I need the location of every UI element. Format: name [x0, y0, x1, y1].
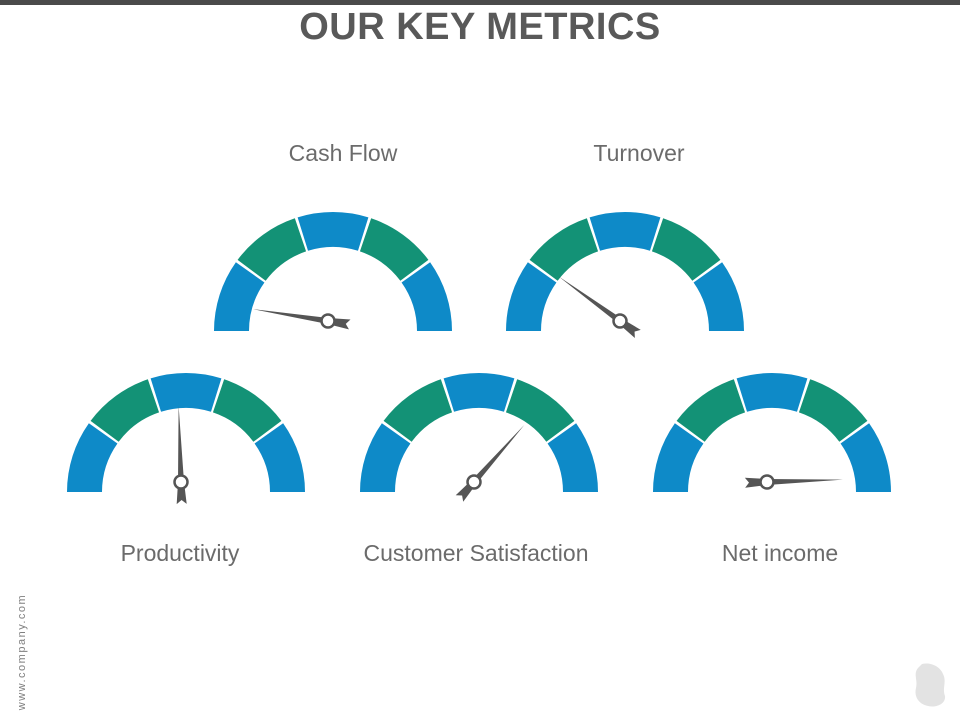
gauge-turnover [506, 212, 744, 338]
footer-url: www.company.com [16, 593, 28, 711]
gauge-segment [651, 218, 721, 281]
gauge-segment [547, 423, 598, 492]
gauge-cash-flow [214, 212, 452, 331]
gauge-segment [505, 379, 575, 442]
gauge-label-cash-flow: Cash Flow [288, 140, 398, 166]
gauge-segment [840, 423, 891, 492]
gauge-net-income [653, 373, 891, 492]
gauge-segment [383, 379, 453, 442]
gauge-needle [252, 309, 351, 330]
gauge-label-turnover: Turnover [593, 140, 685, 166]
gauge-needle [455, 424, 525, 502]
brush-logo-icon [915, 663, 946, 707]
gauge-segment [653, 423, 704, 492]
gauge-segment [150, 373, 222, 412]
gauge-needle-hub [466, 474, 482, 490]
gauge-segment [359, 218, 429, 281]
gauge-needle-hub [612, 313, 628, 329]
gauge-segment [214, 262, 265, 331]
gauge-label-net-income: Net income [721, 540, 839, 566]
gauge-label-customer-satisfaction: Customer Satisfaction [363, 540, 589, 566]
page-title: OUR KEY METRICS [299, 6, 661, 48]
gauge-segment [676, 379, 746, 442]
gauge-segment [529, 218, 599, 281]
top-border-bar [0, 0, 960, 5]
gauge-label-productivity: Productivity [120, 540, 240, 566]
gauge-productivity [67, 373, 305, 505]
gauge-segment [297, 212, 369, 251]
gauge-needle-hub [759, 474, 775, 490]
gauge-segment [798, 379, 868, 442]
gauge-segment [693, 262, 744, 331]
gauge-segment [237, 218, 307, 281]
gauge-needle [558, 276, 641, 338]
gauge-segment [360, 423, 411, 492]
gauge-segment [401, 262, 452, 331]
gauge-needle-hub [173, 474, 189, 490]
gauge-needle-hub [320, 313, 336, 329]
gauge-segment [90, 379, 160, 442]
gauge-segment [506, 262, 557, 331]
gauge-segment [212, 379, 282, 442]
gauge-segment [443, 372, 515, 412]
gauge-segment [254, 423, 305, 492]
gauge-segment [67, 423, 118, 492]
gauge-customer-satisfaction [360, 372, 598, 502]
gauge-segment [589, 212, 661, 251]
gauge-segment [736, 373, 808, 412]
